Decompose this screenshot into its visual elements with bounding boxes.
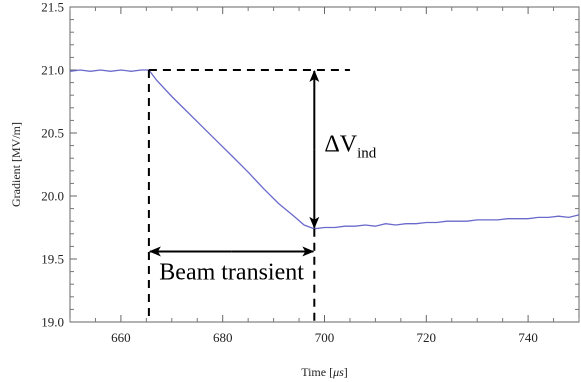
y-tick-label: 21.5 — [41, 0, 64, 15]
x-axis-label-main: Time [ — [301, 365, 333, 379]
x-tick-label: 660 — [111, 330, 131, 345]
x-tick-label: 720 — [417, 330, 437, 345]
axis-tick-labels: 660 680 700 720 740 19.0 19.5 20.0 20.5 21.0 21.5 — [41, 0, 538, 345]
y-axis-label: Gradient [MV/m] — [9, 122, 23, 207]
x-tick-label: 740 — [518, 330, 538, 345]
plot-border — [69, 6, 580, 323]
y-tick-label: 21.0 — [41, 63, 64, 78]
axis-ticks — [69, 6, 580, 323]
gradient-series-line — [69, 69, 580, 230]
annotation-layer — [147, 69, 350, 322]
delta-v-symbol: ΔV — [324, 131, 357, 157]
beam-transient-label: Beam transient — [159, 259, 304, 285]
x-tick-label: 680 — [213, 330, 233, 345]
y-tick-label: 20.0 — [41, 189, 64, 204]
x-tick-label: 700 — [315, 330, 335, 345]
plot-frame — [69, 6, 580, 323]
x-axis-label-close: ] — [344, 365, 348, 379]
x-axis-label-unit: μs — [332, 365, 344, 379]
delta-v-subscript: ind — [357, 145, 377, 161]
series-layer — [69, 69, 580, 230]
x-axis-label: Time [μs] — [301, 365, 348, 379]
y-tick-label: 20.5 — [41, 126, 64, 141]
delta-v-ind-label: ΔVind — [324, 131, 376, 161]
y-tick-label: 19.5 — [41, 252, 64, 267]
y-tick-label: 19.0 — [41, 315, 64, 330]
